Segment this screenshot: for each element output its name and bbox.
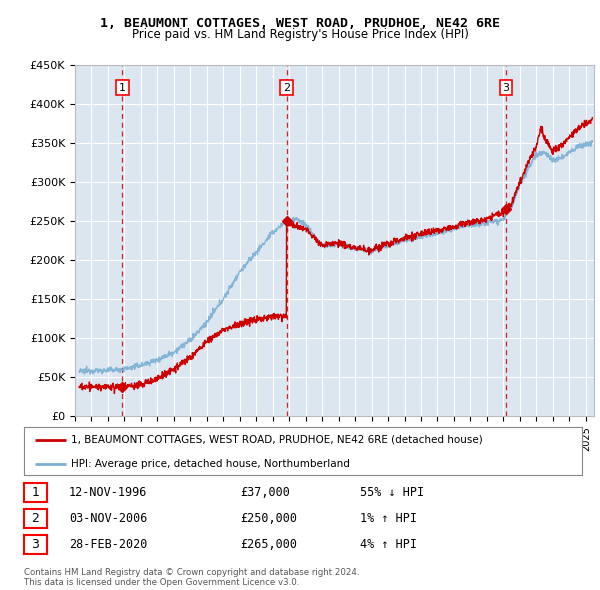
Text: HPI: Average price, detached house, Northumberland: HPI: Average price, detached house, Nort… — [71, 459, 350, 469]
Text: 1: 1 — [119, 83, 126, 93]
Text: Contains HM Land Registry data © Crown copyright and database right 2024.
This d: Contains HM Land Registry data © Crown c… — [24, 568, 359, 587]
Text: 12-NOV-1996: 12-NOV-1996 — [69, 486, 148, 499]
Text: 2: 2 — [31, 512, 40, 525]
Text: £37,000: £37,000 — [240, 486, 290, 499]
Text: 3: 3 — [31, 538, 40, 551]
Text: 1, BEAUMONT COTTAGES, WEST ROAD, PRUDHOE, NE42 6RE (detached house): 1, BEAUMONT COTTAGES, WEST ROAD, PRUDHOE… — [71, 435, 483, 445]
Text: £265,000: £265,000 — [240, 538, 297, 551]
Text: 2: 2 — [283, 83, 290, 93]
Text: 3: 3 — [503, 83, 509, 93]
Text: Price paid vs. HM Land Registry's House Price Index (HPI): Price paid vs. HM Land Registry's House … — [131, 28, 469, 41]
Text: 1: 1 — [31, 486, 40, 499]
Text: 1% ↑ HPI: 1% ↑ HPI — [360, 512, 417, 525]
Text: 1, BEAUMONT COTTAGES, WEST ROAD, PRUDHOE, NE42 6RE: 1, BEAUMONT COTTAGES, WEST ROAD, PRUDHOE… — [100, 17, 500, 30]
Text: £250,000: £250,000 — [240, 512, 297, 525]
Text: 03-NOV-2006: 03-NOV-2006 — [69, 512, 148, 525]
Text: 55% ↓ HPI: 55% ↓ HPI — [360, 486, 424, 499]
Text: 28-FEB-2020: 28-FEB-2020 — [69, 538, 148, 551]
Text: 4% ↑ HPI: 4% ↑ HPI — [360, 538, 417, 551]
